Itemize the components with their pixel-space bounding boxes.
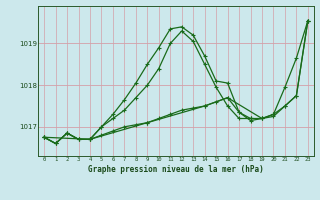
X-axis label: Graphe pression niveau de la mer (hPa): Graphe pression niveau de la mer (hPa) — [88, 165, 264, 174]
